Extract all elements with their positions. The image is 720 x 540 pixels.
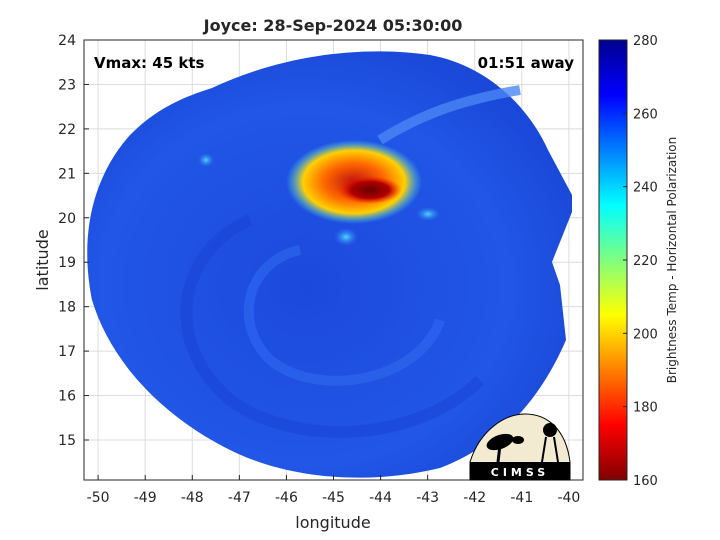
y-tick-label: 22 xyxy=(58,122,76,138)
vmax-annotation: Vmax: 45 kts xyxy=(94,54,204,72)
x-tick-label: -41 xyxy=(510,490,533,506)
y-tick-label: 18 xyxy=(58,300,76,316)
colorbar-tick-label: 200 xyxy=(633,327,658,342)
x-axis-label: longitude xyxy=(295,513,370,532)
x-tick-label: -43 xyxy=(416,490,439,506)
colorbar-label: Brightness Temp - Horizontal Polarizatio… xyxy=(665,137,679,384)
x-tick-label: -40 xyxy=(557,490,580,506)
chart-title: Joyce: 28-Sep-2024 05:30:00 xyxy=(203,16,463,35)
y-tick-label: 17 xyxy=(58,344,76,360)
colorbar-tick-label: 180 xyxy=(633,401,658,416)
y-tick-label: 19 xyxy=(58,255,76,271)
x-tick-label: -49 xyxy=(134,490,157,506)
colorbar-tick-label: 260 xyxy=(633,107,658,122)
y-tick-label: 20 xyxy=(58,211,76,227)
x-tick-label: -46 xyxy=(275,490,298,506)
cimss-logo: CIMSS xyxy=(469,413,571,481)
y-axis: 15 16 17 18 19 20 21 22 23 24 xyxy=(58,33,89,449)
x-tick-label: -42 xyxy=(463,490,486,506)
x-tick-label: -45 xyxy=(322,490,345,506)
colorbar-tick-label: 280 xyxy=(633,34,658,49)
y-tick-label: 15 xyxy=(58,433,76,449)
x-tick-label: -44 xyxy=(369,490,392,506)
colorbar xyxy=(598,39,628,481)
x-tick-label: -47 xyxy=(228,490,251,506)
y-tick-label: 16 xyxy=(58,389,76,405)
colorbar-tick-label: 160 xyxy=(633,474,658,489)
y-axis-label: latitude xyxy=(33,229,52,290)
logo-text: CIMSS xyxy=(491,466,549,479)
x-axis: -50 -49 -48 -47 -46 -45 -44 -43 -42 -41 -40 xyxy=(87,475,580,506)
y-tick-label: 23 xyxy=(58,77,76,93)
colorbar-tick-label: 240 xyxy=(633,181,658,196)
time-away-annotation: 01:51 away xyxy=(478,54,575,72)
x-tick-label: -48 xyxy=(181,490,204,506)
colorbar-tick-label: 220 xyxy=(633,254,658,269)
y-tick-label: 21 xyxy=(58,166,76,182)
colorbar-ticks: 160 180 200 220 240 260 280 xyxy=(623,34,658,489)
swath-image xyxy=(87,51,573,478)
x-tick-label: -50 xyxy=(87,490,110,506)
y-tick-label: 24 xyxy=(58,33,76,49)
